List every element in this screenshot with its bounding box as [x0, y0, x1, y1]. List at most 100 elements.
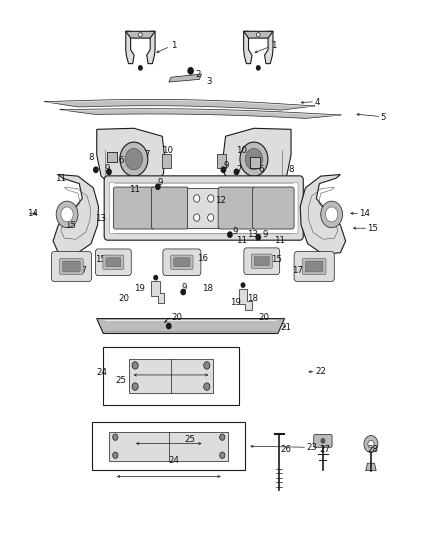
- Circle shape: [56, 201, 78, 228]
- Text: 13: 13: [247, 230, 258, 239]
- Circle shape: [368, 440, 374, 448]
- Text: 20: 20: [171, 312, 182, 321]
- Circle shape: [219, 452, 225, 458]
- Text: 17: 17: [292, 266, 304, 274]
- Text: 13: 13: [95, 214, 106, 223]
- Bar: [92, 422, 245, 470]
- Text: 24: 24: [96, 368, 107, 377]
- Polygon shape: [53, 174, 99, 254]
- Polygon shape: [366, 463, 376, 471]
- Circle shape: [166, 324, 171, 329]
- Text: 15: 15: [95, 255, 106, 264]
- FancyBboxPatch shape: [294, 252, 334, 281]
- Text: 25: 25: [184, 435, 195, 444]
- Polygon shape: [97, 319, 285, 334]
- Polygon shape: [300, 174, 346, 254]
- FancyBboxPatch shape: [106, 258, 121, 266]
- Polygon shape: [60, 109, 341, 118]
- Circle shape: [113, 452, 118, 458]
- Bar: [129, 359, 213, 393]
- Circle shape: [155, 184, 160, 189]
- Circle shape: [321, 439, 325, 443]
- Text: 20: 20: [258, 312, 269, 321]
- Circle shape: [219, 434, 225, 440]
- Circle shape: [194, 214, 200, 221]
- Circle shape: [208, 195, 214, 202]
- Text: 26: 26: [280, 446, 291, 455]
- Text: 15: 15: [272, 255, 283, 264]
- FancyBboxPatch shape: [251, 254, 272, 268]
- Bar: [109, 432, 228, 461]
- Circle shape: [256, 235, 261, 240]
- Polygon shape: [44, 99, 315, 110]
- Polygon shape: [239, 289, 252, 310]
- Text: 14: 14: [359, 209, 370, 218]
- Text: 18: 18: [201, 284, 212, 293]
- Polygon shape: [169, 74, 201, 82]
- FancyBboxPatch shape: [314, 434, 332, 447]
- FancyBboxPatch shape: [113, 187, 155, 229]
- Text: 27: 27: [319, 446, 330, 455]
- Text: 24: 24: [169, 456, 180, 465]
- Bar: [103, 347, 239, 405]
- FancyBboxPatch shape: [103, 255, 124, 269]
- Text: 12: 12: [215, 196, 226, 205]
- Text: 9: 9: [223, 161, 229, 170]
- Text: 9: 9: [158, 178, 163, 187]
- Polygon shape: [162, 154, 171, 168]
- FancyBboxPatch shape: [104, 176, 303, 240]
- FancyBboxPatch shape: [110, 182, 298, 234]
- Circle shape: [154, 276, 157, 280]
- Polygon shape: [126, 31, 155, 38]
- Circle shape: [94, 167, 98, 172]
- Bar: [187, 188, 220, 229]
- Circle shape: [221, 167, 226, 172]
- Polygon shape: [223, 128, 291, 192]
- Polygon shape: [217, 154, 226, 168]
- Text: 9: 9: [105, 164, 110, 173]
- Polygon shape: [97, 128, 164, 192]
- Text: 19: 19: [134, 284, 145, 293]
- Circle shape: [208, 214, 214, 221]
- Text: 6: 6: [119, 156, 124, 165]
- Text: 25: 25: [115, 376, 126, 385]
- Text: 20: 20: [119, 294, 130, 303]
- Bar: [250, 157, 260, 167]
- Text: 15: 15: [367, 224, 378, 233]
- FancyBboxPatch shape: [218, 187, 255, 229]
- Text: 4: 4: [315, 98, 321, 107]
- FancyBboxPatch shape: [95, 249, 131, 276]
- Text: 11: 11: [237, 237, 247, 246]
- Text: 19: 19: [230, 298, 241, 307]
- Circle shape: [241, 283, 245, 287]
- Text: 11: 11: [130, 185, 141, 194]
- FancyBboxPatch shape: [253, 187, 294, 229]
- FancyBboxPatch shape: [174, 258, 190, 266]
- Circle shape: [194, 195, 200, 202]
- Polygon shape: [126, 31, 134, 63]
- Circle shape: [364, 435, 378, 453]
- Circle shape: [107, 169, 111, 174]
- Text: 1: 1: [272, 42, 277, 51]
- Text: 7: 7: [237, 165, 242, 174]
- Circle shape: [257, 66, 260, 70]
- Text: 28: 28: [367, 446, 378, 455]
- FancyBboxPatch shape: [151, 187, 188, 229]
- Circle shape: [120, 142, 148, 176]
- FancyBboxPatch shape: [163, 249, 201, 276]
- Text: 14: 14: [27, 209, 38, 218]
- Text: 6: 6: [258, 165, 264, 174]
- Circle shape: [228, 232, 232, 237]
- Circle shape: [181, 289, 185, 295]
- Text: 16: 16: [197, 254, 208, 263]
- Text: 22: 22: [315, 367, 326, 376]
- Text: 17: 17: [76, 266, 87, 274]
- Circle shape: [61, 207, 73, 222]
- FancyBboxPatch shape: [63, 261, 80, 272]
- Text: 8: 8: [289, 165, 294, 174]
- Circle shape: [132, 383, 138, 390]
- Text: 18: 18: [247, 294, 258, 303]
- Circle shape: [188, 68, 193, 74]
- Text: 7: 7: [145, 150, 150, 159]
- Text: 9: 9: [232, 228, 237, 237]
